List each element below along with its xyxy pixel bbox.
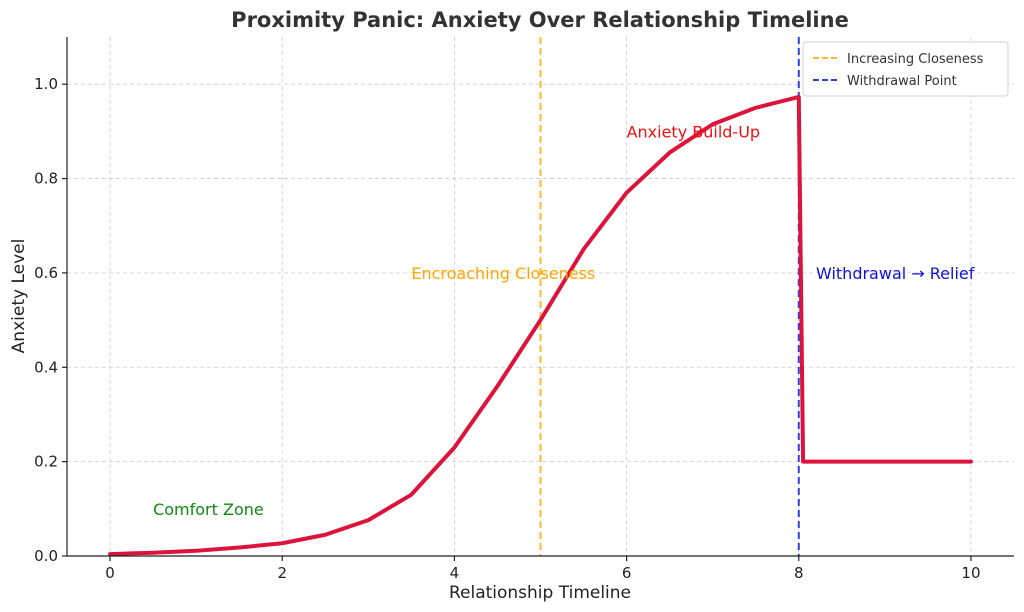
x-tick-label-1: 2	[277, 564, 287, 582]
y-axis-label: Anxiety Level	[9, 239, 29, 354]
y-tick-label-3: 0.6	[34, 264, 58, 282]
x-tick-label-0: 0	[105, 564, 115, 582]
y-tick-label-1: 0.2	[34, 453, 58, 471]
y-tick-label-0: 0.0	[34, 547, 58, 565]
x-axis-label: Relationship Timeline	[449, 583, 631, 603]
annotations: Comfort Zone Encroaching Closeness Anxiety…	[153, 122, 975, 518]
annotation-0: Comfort Zone	[153, 500, 264, 519]
legend: Increasing Closeness Withdrawal Point	[802, 41, 1009, 97]
legend-box	[802, 41, 1009, 97]
y-tick-label-5: 1.0	[34, 75, 58, 93]
annotation-2: Anxiety Build-Up	[627, 122, 760, 141]
annotation-1: Encroaching Closeness	[411, 264, 595, 283]
axes: 0 2 4 6 8 10 0.0 0.2 0.4 0.6 0.8 1.0	[34, 37, 1014, 582]
series-layer	[108, 94, 973, 557]
x-tick-label-5: 10	[961, 564, 980, 582]
legend-label-1: Withdrawal Point	[847, 74, 957, 89]
series-line-0	[108, 94, 973, 557]
y-tick-label-2: 0.4	[34, 358, 58, 376]
x-tick-label-3: 6	[622, 564, 632, 582]
y-tick-label-4: 0.8	[34, 170, 58, 188]
annotation-3: Withdrawal → Relief	[816, 264, 975, 283]
legend-label-0: Increasing Closeness	[847, 52, 984, 67]
x-tick-label-4: 8	[794, 564, 804, 582]
x-tick-label-2: 4	[450, 564, 460, 582]
chart-title: Proximity Panic: Anxiety Over Relationsh…	[231, 8, 849, 32]
reference-lines	[539, 37, 800, 556]
